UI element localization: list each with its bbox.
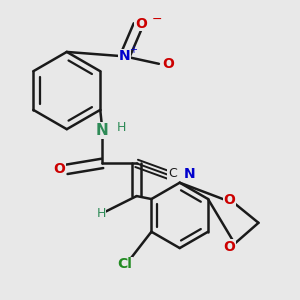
Text: H: H	[117, 121, 127, 134]
Text: N: N	[184, 167, 195, 181]
Text: −: −	[152, 13, 163, 26]
Text: N: N	[96, 123, 109, 138]
Text: O: O	[224, 193, 235, 207]
Text: O: O	[224, 240, 235, 254]
Text: +: +	[129, 45, 137, 55]
Text: O: O	[53, 162, 65, 176]
Text: O: O	[162, 57, 174, 71]
Text: H: H	[96, 207, 106, 220]
Text: C: C	[168, 167, 177, 180]
Text: O: O	[135, 17, 147, 31]
Text: Cl: Cl	[117, 257, 132, 272]
Text: N: N	[119, 50, 130, 63]
